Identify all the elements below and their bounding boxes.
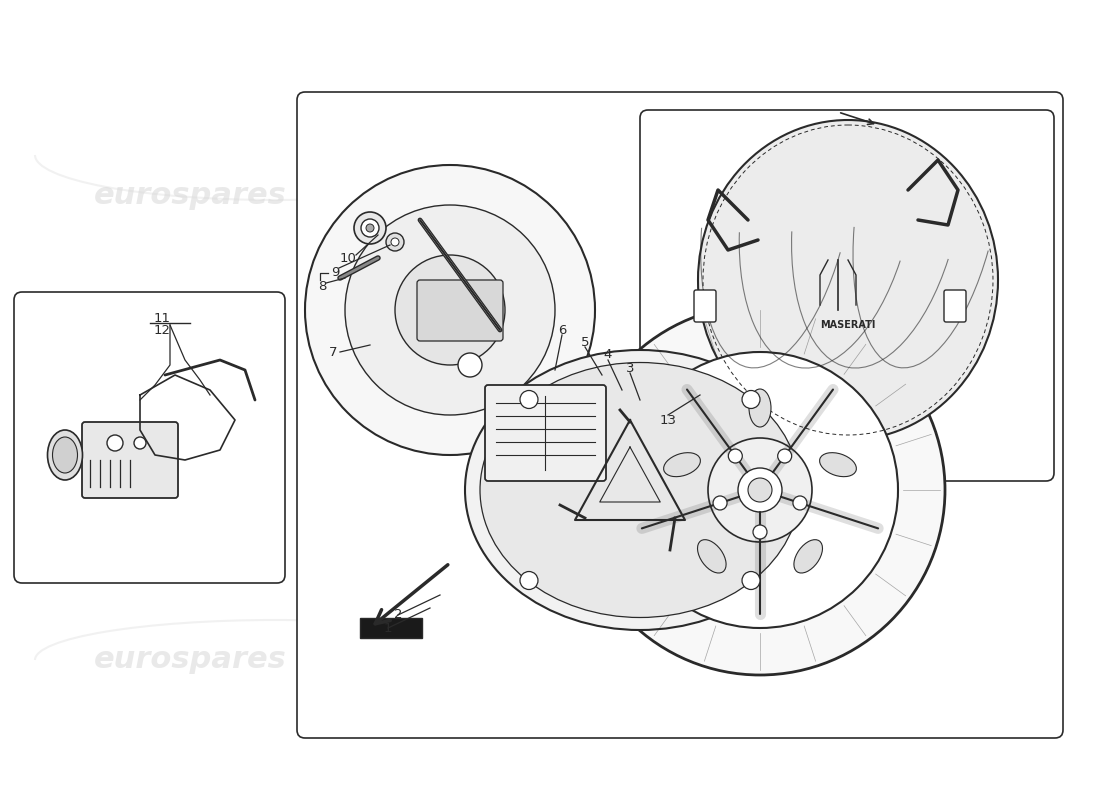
Ellipse shape bbox=[53, 437, 77, 473]
Circle shape bbox=[386, 233, 404, 251]
Circle shape bbox=[575, 305, 945, 675]
Ellipse shape bbox=[820, 453, 857, 477]
Text: eurospares: eurospares bbox=[94, 181, 286, 210]
Text: 3: 3 bbox=[626, 362, 635, 374]
Ellipse shape bbox=[47, 430, 82, 480]
Text: 7: 7 bbox=[329, 346, 338, 358]
Text: 8: 8 bbox=[318, 281, 327, 294]
Text: 1: 1 bbox=[384, 622, 393, 634]
Circle shape bbox=[754, 525, 767, 539]
Text: 6: 6 bbox=[558, 323, 566, 337]
Text: 4: 4 bbox=[604, 349, 613, 362]
FancyBboxPatch shape bbox=[944, 290, 966, 322]
Ellipse shape bbox=[663, 453, 701, 477]
Circle shape bbox=[458, 353, 482, 377]
Text: eurospares: eurospares bbox=[553, 181, 747, 210]
FancyBboxPatch shape bbox=[297, 92, 1063, 738]
Circle shape bbox=[305, 165, 595, 455]
FancyBboxPatch shape bbox=[82, 422, 178, 498]
Bar bbox=[360, 618, 422, 638]
Circle shape bbox=[107, 435, 123, 451]
Text: eurospares: eurospares bbox=[94, 646, 286, 674]
Circle shape bbox=[395, 255, 505, 365]
Circle shape bbox=[708, 438, 812, 542]
Ellipse shape bbox=[794, 540, 823, 573]
Circle shape bbox=[621, 352, 898, 628]
Circle shape bbox=[366, 224, 374, 232]
FancyBboxPatch shape bbox=[417, 280, 503, 341]
Circle shape bbox=[748, 478, 772, 502]
FancyBboxPatch shape bbox=[14, 292, 285, 583]
Circle shape bbox=[738, 468, 782, 512]
Text: 12: 12 bbox=[154, 323, 170, 337]
Text: MASERATI: MASERATI bbox=[821, 320, 876, 330]
Circle shape bbox=[793, 496, 807, 510]
Circle shape bbox=[520, 390, 538, 409]
FancyBboxPatch shape bbox=[694, 290, 716, 322]
Circle shape bbox=[354, 212, 386, 244]
Circle shape bbox=[390, 238, 399, 246]
Ellipse shape bbox=[698, 120, 998, 440]
Ellipse shape bbox=[465, 350, 815, 630]
Text: 2: 2 bbox=[394, 609, 403, 622]
Circle shape bbox=[713, 496, 727, 510]
Circle shape bbox=[134, 437, 146, 449]
Ellipse shape bbox=[749, 389, 771, 427]
FancyBboxPatch shape bbox=[485, 385, 606, 481]
Circle shape bbox=[742, 390, 760, 409]
Text: 13: 13 bbox=[660, 414, 676, 426]
Ellipse shape bbox=[697, 540, 726, 573]
Text: 11: 11 bbox=[154, 311, 170, 325]
FancyBboxPatch shape bbox=[640, 110, 1054, 481]
Text: eurospares: eurospares bbox=[553, 646, 747, 674]
Circle shape bbox=[361, 219, 379, 237]
Circle shape bbox=[520, 571, 538, 590]
Text: 10: 10 bbox=[340, 251, 356, 265]
Circle shape bbox=[728, 449, 743, 463]
Circle shape bbox=[345, 205, 556, 415]
Circle shape bbox=[778, 449, 792, 463]
Circle shape bbox=[742, 571, 760, 590]
Text: 9: 9 bbox=[331, 266, 339, 278]
Ellipse shape bbox=[480, 362, 800, 618]
Text: 5: 5 bbox=[581, 335, 590, 349]
